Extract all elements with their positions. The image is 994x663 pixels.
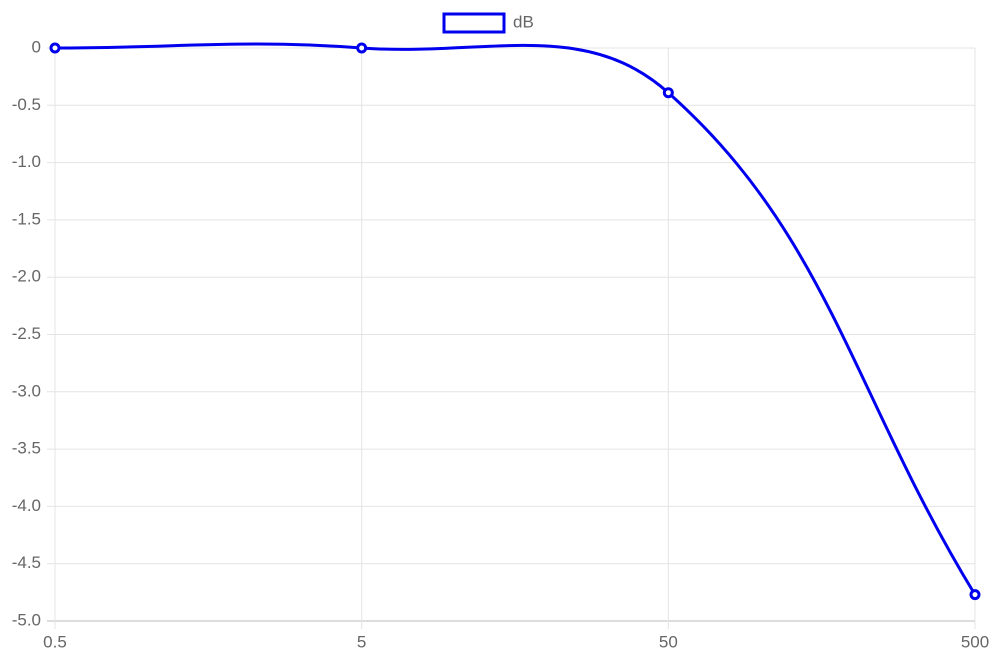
y-tick-label: -5.0 <box>12 610 41 629</box>
point <box>969 589 981 601</box>
y-tick-label: -3.0 <box>12 381 41 400</box>
y-tick-label: -4.5 <box>12 553 41 572</box>
point <box>356 42 368 54</box>
x-tick-label: 50 <box>659 632 678 651</box>
y-tick-label: -2.0 <box>12 267 41 286</box>
y-tick-label: -0.5 <box>12 95 41 114</box>
x-tick-label: 5 <box>357 632 366 651</box>
y-tick-label: -1.0 <box>12 152 41 171</box>
y-tick-label: -4.0 <box>12 496 41 515</box>
y-tick-label: -1.5 <box>12 209 41 228</box>
legend-label: dB <box>513 12 534 31</box>
y-tick-label: -2.5 <box>12 324 41 343</box>
point <box>662 87 674 99</box>
x-tick-label: 0.5 <box>43 632 67 651</box>
y-tick-label: 0 <box>32 37 41 56</box>
line <box>54 42 977 596</box>
x-tick-label: 500 <box>961 632 989 651</box>
point <box>49 42 61 54</box>
y-tick-label: -3.5 <box>12 439 41 458</box>
legend-swatch <box>442 12 506 34</box>
